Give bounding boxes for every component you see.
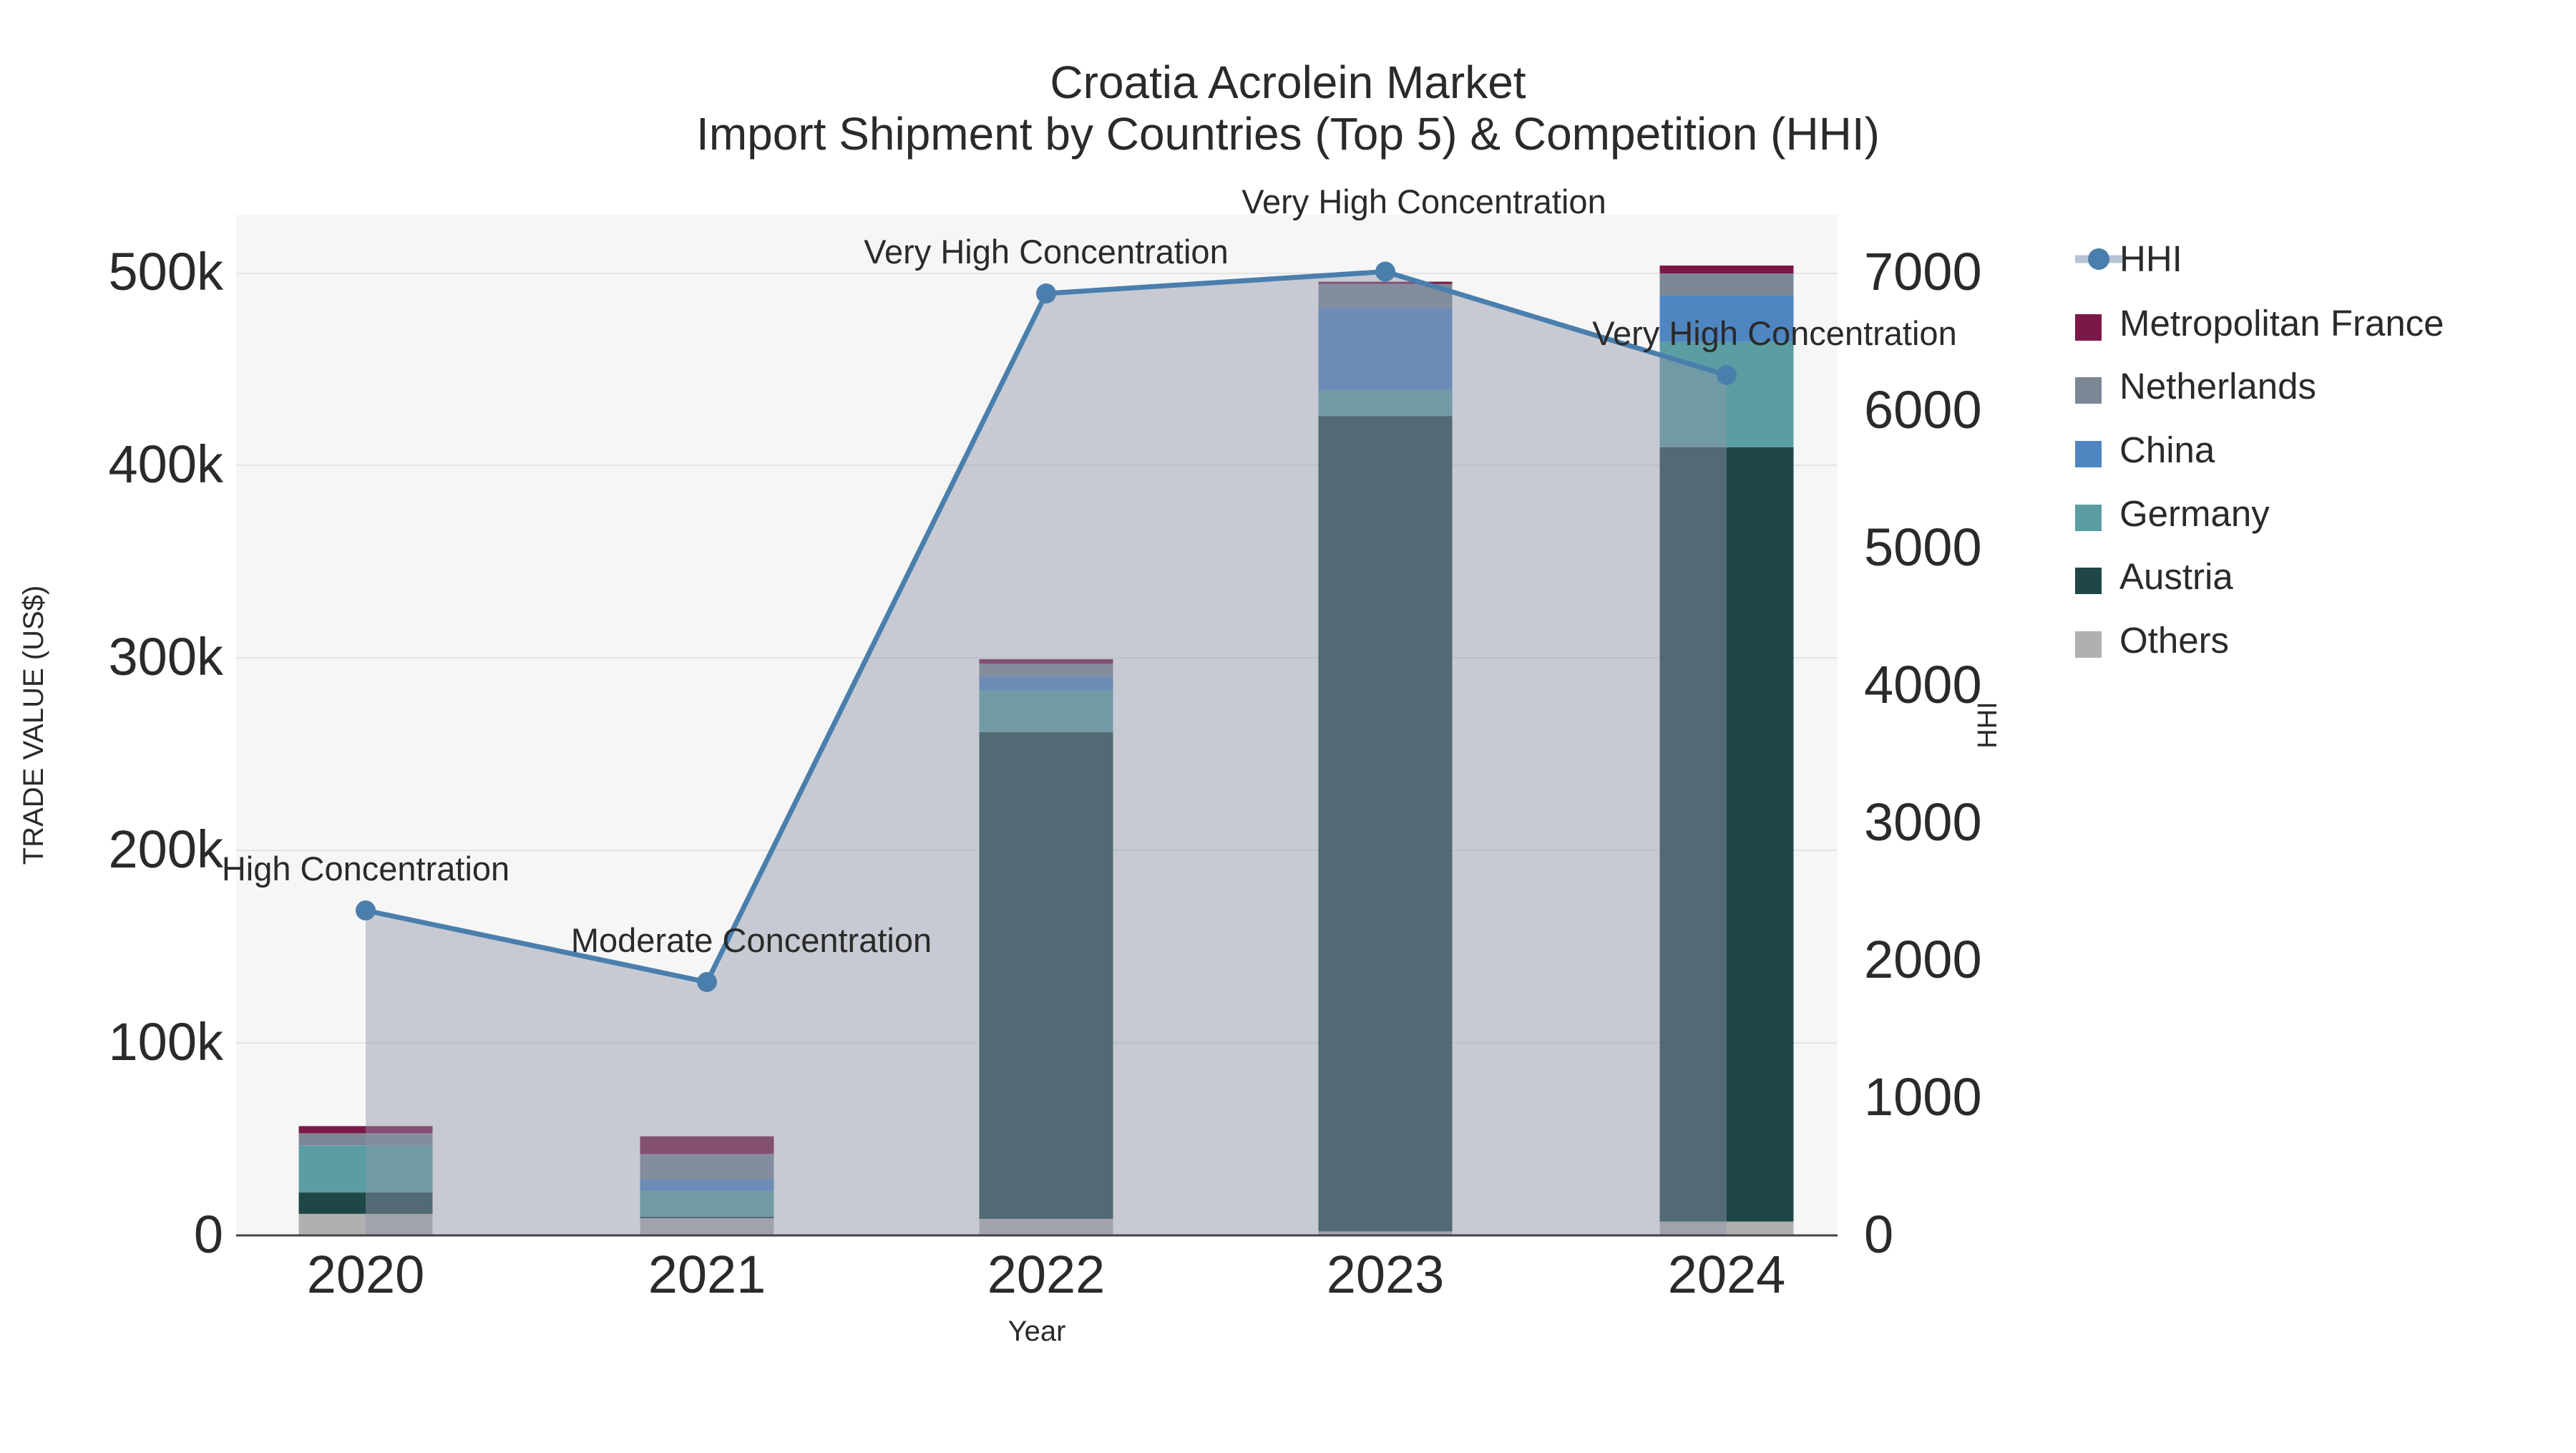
svg-text:HHI: HHI [1973,701,2003,748]
svg-text:Others: Others [2119,620,2229,661]
svg-text:Germany: Germany [2119,493,2270,534]
svg-text:TRADE VALUE (US$): TRADE VALUE (US$) [18,585,49,865]
svg-text:3000: 3000 [1864,792,1982,852]
svg-text:High Concentration: High Concentration [222,850,509,888]
svg-text:2022: 2022 [987,1245,1106,1304]
svg-text:China: China [2119,429,2215,470]
svg-text:2024: 2024 [1668,1245,1786,1304]
svg-text:Metropolitan France: Metropolitan France [2119,303,2444,344]
svg-text:0: 0 [194,1205,223,1264]
svg-text:2020: 2020 [307,1245,425,1304]
svg-text:500k: 500k [109,242,224,301]
svg-text:2023: 2023 [1327,1245,1445,1304]
svg-text:4000: 4000 [1864,655,1982,714]
svg-text:200k: 200k [109,820,224,879]
svg-text:Austria: Austria [2119,556,2233,597]
svg-text:300k: 300k [109,627,224,686]
svg-text:Year: Year [1008,1316,1066,1347]
svg-text:Netherlands: Netherlands [2119,366,2316,407]
svg-text:Very High Concentration: Very High Concentration [1592,314,1956,352]
svg-text:5000: 5000 [1864,517,1982,577]
svg-text:6000: 6000 [1864,380,1982,439]
svg-text:0: 0 [1864,1205,1893,1264]
svg-text:1000: 1000 [1864,1067,1982,1127]
svg-text:Moderate Concentration: Moderate Concentration [571,921,932,959]
svg-text:400k: 400k [109,434,224,494]
svg-text:Very High Concentration: Very High Concentration [1241,183,1606,220]
svg-text:7000: 7000 [1864,242,1982,301]
svg-text:HHI: HHI [2119,238,2182,279]
svg-text:2021: 2021 [648,1245,766,1304]
svg-text:Very High Concentration: Very High Concentration [864,233,1228,271]
svg-text:100k: 100k [109,1012,224,1071]
svg-text:2000: 2000 [1864,930,1982,989]
